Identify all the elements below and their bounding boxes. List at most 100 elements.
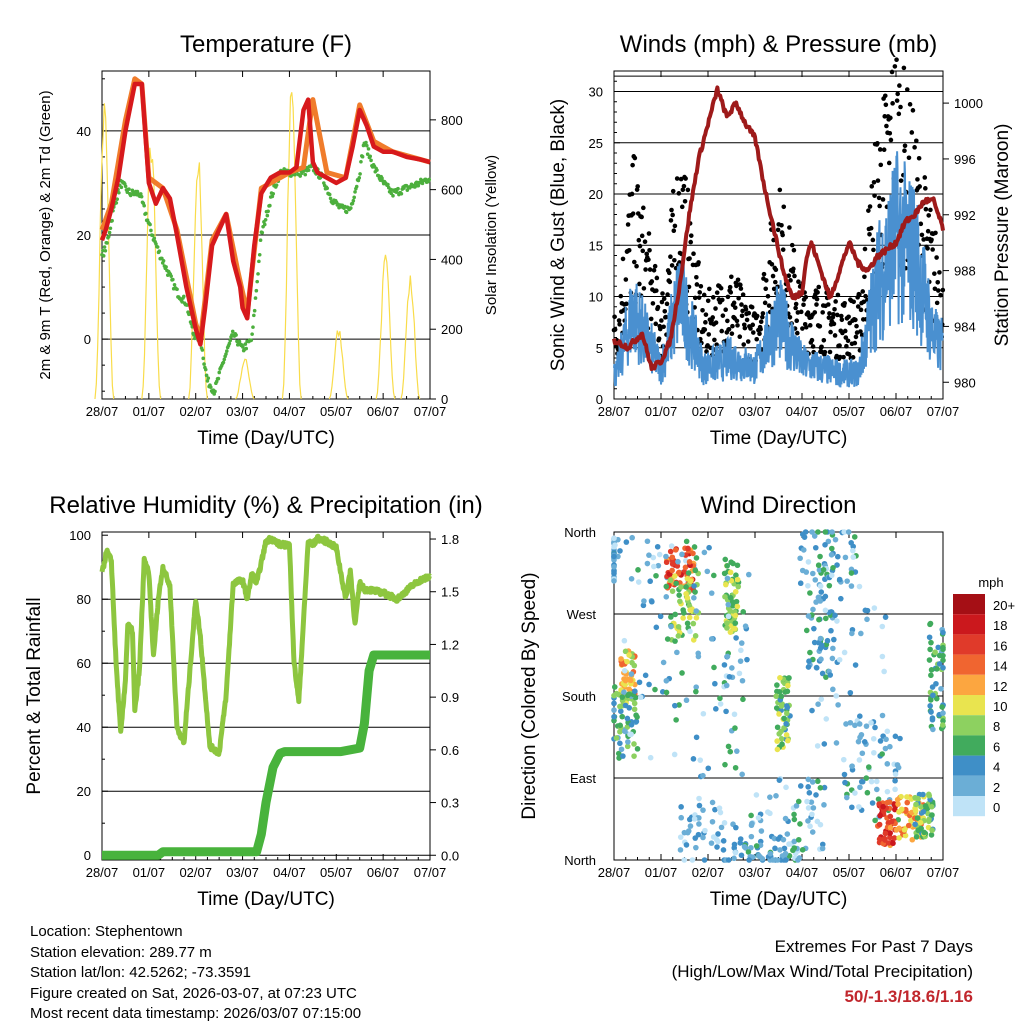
gust-point xyxy=(842,301,847,306)
wind-direction-point xyxy=(929,716,936,723)
wind-direction-point xyxy=(736,670,743,677)
dewpoint-point xyxy=(171,277,175,282)
wind-direction-point xyxy=(817,635,824,642)
wind-direction-point xyxy=(828,545,835,552)
wind-direction-point xyxy=(774,738,780,744)
dewpoint-point xyxy=(154,242,158,246)
wind-direction-point xyxy=(772,845,778,852)
gust-point xyxy=(800,326,805,331)
wind-direction-point xyxy=(669,554,676,561)
dewpoint-point xyxy=(356,178,361,183)
wind-direction-point xyxy=(700,807,706,813)
gust-point xyxy=(896,111,902,117)
dewpoint-point xyxy=(144,211,148,216)
wind-direction-point xyxy=(683,591,689,597)
wind-direction-point xyxy=(928,832,935,838)
wind-direction-point xyxy=(822,593,829,600)
wind-direction-point xyxy=(611,700,617,707)
wind-direction-point xyxy=(938,685,944,692)
wind-direction-point xyxy=(812,577,819,583)
winds-title: Winds (mph) & Pressure (mb) xyxy=(620,31,937,58)
wind-direction-point xyxy=(729,599,736,605)
gust-point xyxy=(720,313,726,318)
gust-point xyxy=(846,314,851,320)
wind-direction-point xyxy=(631,741,637,747)
gust-point xyxy=(698,283,704,289)
wind-direction-point xyxy=(858,731,865,738)
gust-point xyxy=(750,322,756,328)
wind-direction-point xyxy=(628,721,635,728)
wind-direction-point xyxy=(830,645,836,652)
speed-legend-swatch xyxy=(953,634,985,655)
wind-direction-point xyxy=(849,630,855,637)
dewpoint-point xyxy=(149,228,153,233)
gust-point xyxy=(726,326,732,332)
gust-point xyxy=(624,301,629,307)
gust-point xyxy=(910,108,916,113)
wind-direction-point xyxy=(706,544,712,551)
gust-point xyxy=(625,222,631,227)
wind-direction-point xyxy=(679,670,685,676)
wind-direction-point xyxy=(834,618,840,624)
gust-point xyxy=(795,330,800,336)
wind-direction-point xyxy=(617,728,623,735)
speed-legend-swatch xyxy=(953,614,985,635)
wind-direction-point xyxy=(729,665,735,671)
wind-direction-point xyxy=(785,737,791,744)
wind-direction-point xyxy=(685,570,692,576)
speed-legend-swatch xyxy=(953,674,985,695)
wind-direction-point xyxy=(671,751,678,758)
wind-direction-point xyxy=(678,584,684,590)
wind-direction-point xyxy=(734,748,740,754)
dewpoint-point xyxy=(123,184,128,189)
rh-panel: Relative Humidity (%) & Precipitation (i… xyxy=(24,492,483,910)
wind-direction-point xyxy=(724,620,730,626)
dewpoint-point xyxy=(155,245,160,249)
gust-point xyxy=(644,251,650,257)
wind-direction-point xyxy=(777,847,783,853)
wind-direction-point xyxy=(783,857,789,863)
wind-direction-point xyxy=(727,748,734,755)
wind-direction-point xyxy=(807,649,813,656)
dewpoint-point xyxy=(366,147,371,151)
wind-direction-point xyxy=(801,534,808,540)
wind-direction-point xyxy=(930,692,936,699)
wind-direction-point xyxy=(852,722,858,729)
wind-direction-point xyxy=(849,763,855,769)
wind-direction-point xyxy=(612,542,618,548)
wind-direction-point xyxy=(778,703,785,709)
wind-direction-point xyxy=(834,562,840,568)
gust-point xyxy=(843,335,849,340)
dewpoint-point xyxy=(359,159,363,164)
wind-direction-point xyxy=(773,792,779,799)
wind-direction-point xyxy=(731,711,738,718)
gust-point xyxy=(742,325,748,331)
wind-direction-point xyxy=(634,714,640,720)
wind-direction-point xyxy=(833,693,840,699)
wind-direction-point xyxy=(696,795,702,802)
speed-legend-label: 12 xyxy=(993,679,1007,694)
gust-point xyxy=(877,203,882,209)
wind-direction-point xyxy=(805,784,811,790)
gust-point xyxy=(672,223,678,229)
wind-direction-point xyxy=(890,840,896,847)
gust-point xyxy=(793,305,798,311)
wind-direction-point xyxy=(940,718,946,724)
dewpoint-point xyxy=(391,194,395,198)
wind-direction-point xyxy=(625,739,631,745)
wind-direction-point xyxy=(701,857,708,863)
gust-point xyxy=(626,247,632,253)
wind-direction-point xyxy=(709,818,716,825)
wind-direction-point xyxy=(691,583,697,589)
dir-xtick-label: 07/07 xyxy=(927,865,960,880)
rh-xtick-label: 01/07 xyxy=(133,865,166,880)
wind-direction-point xyxy=(791,845,798,851)
wind-direction-point xyxy=(800,547,807,553)
gust-point xyxy=(651,267,657,273)
wind-direction-point xyxy=(805,818,811,824)
gust-point xyxy=(662,308,668,314)
wind-direction-point xyxy=(731,841,738,848)
wind-direction-point xyxy=(640,602,647,609)
wind-direction-point xyxy=(646,552,652,558)
wind-direction-point xyxy=(686,559,693,565)
